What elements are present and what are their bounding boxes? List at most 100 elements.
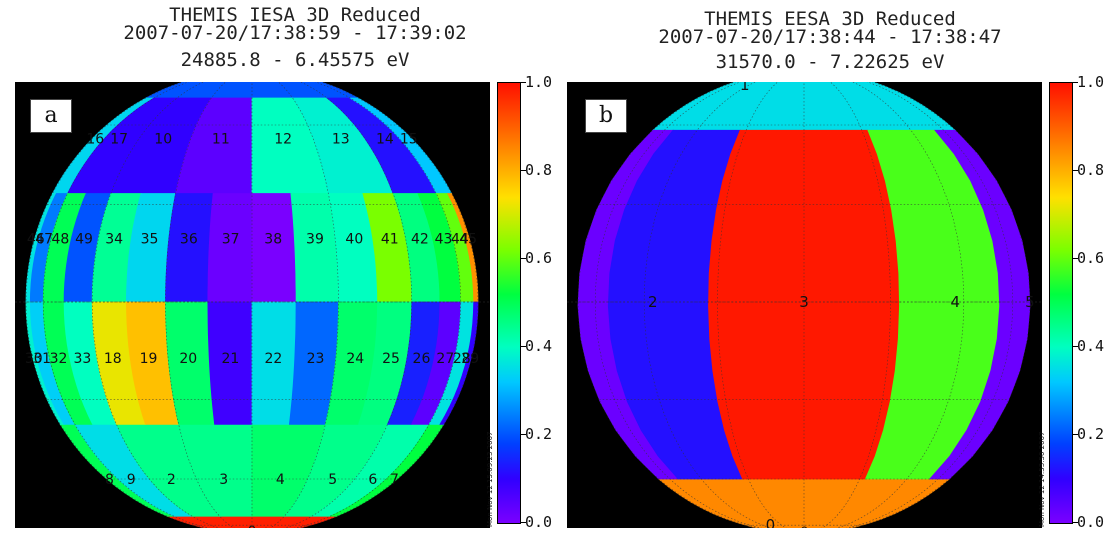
heatmap-cell [165,193,214,303]
heatmap-cell [207,193,253,303]
colorbar-tick-mark [1072,82,1078,83]
bin-label: 15 [400,132,418,148]
bin-label: 3 [219,472,228,488]
panel-a-stamp: Mon Nov 12 15:09:23 2007 [486,431,494,527]
bin-label: 9 [127,472,136,488]
panel-b-title: THEMIS EESA 3D Reduced [704,8,956,30]
bin-label: 4 [950,293,960,311]
panel-b-plot: 1 0 2 3 4 5 + b [567,70,1042,533]
bin-label: 14 [376,132,394,148]
bin-label: 36 [180,231,198,247]
bin-label: 48 [51,231,69,247]
bin-label: 0 [248,524,257,528]
grid-meridian [717,70,805,533]
crosshair-marker: + [860,82,868,83]
colorbar-tick-label: 0.6 [1077,249,1104,267]
bin-label: 10 [154,132,172,148]
bin-label: 6 [368,472,377,488]
bin-label: 40 [345,231,363,247]
grid-meridian [251,70,479,533]
bin-label: 29 [461,351,479,367]
bin-label: 7 [390,472,399,488]
bin-label: 41 [381,231,399,247]
grid-meridian [803,70,1031,533]
heatmap-cell [439,301,479,425]
grid-meridian [803,70,891,533]
bin-label: 46 [27,231,45,247]
bin-label: 18 [104,351,122,367]
bin-label: 11 [212,132,230,148]
bin-label: 20 [179,351,197,367]
panel-b-time-range: 2007-07-20/17:38:44 - 17:38:47 [658,26,1002,48]
crosshair-marker: + [308,82,316,83]
bin-label: 13 [332,132,350,148]
colorbar-tick-label: 0.4 [1077,337,1104,355]
bin-label: 42 [411,231,429,247]
bin-label: 26 [413,351,431,367]
bin-label: 38 [264,231,282,247]
bin-label: 49 [75,231,93,247]
panel-a-title: THEMIS IESA 3D Reduced [169,4,421,26]
colorbar-tick-label: 0.2 [525,425,553,443]
bin-label: 34 [105,231,123,247]
colorbar-tick-label: 0.4 [525,337,553,355]
colorbar-tick-label: 0.8 [525,161,553,179]
bin-label: 5 [328,472,337,488]
bin-label: 37 [222,231,240,247]
bin-label: 2 [167,472,176,488]
colorbar-tick-mark [520,346,526,347]
bin-label: 17 [110,132,128,148]
bin-label: 23 [307,351,325,367]
bin-label: 30 [25,351,43,367]
bin-label: 39 [306,231,324,247]
bin-label: 21 [221,351,239,367]
colorbar-tick-label: 0.2 [1077,425,1104,443]
panel-a-plot: 1016171011121314158923456746474849343536… [15,69,490,533]
bin-label: 4 [276,472,285,488]
colorbar-tick-label: 1.0 [525,73,553,91]
bin-label: 3 [799,293,809,311]
panel-b-stamp: Mon Nov 12 14:53:50 2007 [1038,431,1046,527]
bin-label: 32 [50,351,68,367]
colorbar-tick-mark [1072,522,1078,523]
bin-label: 8 [105,472,114,488]
bin-label: 35 [141,231,159,247]
colorbar-tick-label: 0.6 [525,249,553,267]
colorbar-tick-label: 1.0 [1077,73,1104,91]
colorbar-tick-mark [520,434,526,435]
bin-label: 1 [248,82,257,85]
grid-meridian [577,70,805,533]
bin-label: 33 [74,351,92,367]
panel-b-energy-range: 31570.0 - 7.22625 eV [715,51,945,73]
colorbar-tick-mark [520,82,526,83]
bin-label: 12 [274,132,292,148]
colorbar-tick-mark [1072,170,1078,171]
bin-label: 5 [1025,293,1035,311]
panel-b-colorbar [1049,82,1073,524]
grid-meridian [165,70,253,533]
panel-b-sky-map: 1 0 2 3 4 5 + [567,70,1042,533]
bin-label: 45 [459,231,477,247]
bin-label: 24 [346,351,364,367]
bin-label: 43 [435,231,453,247]
bin-label: 44 [451,231,469,247]
bin-label: 27 [436,351,454,367]
panel-a-time-range: 2007-07-20/17:38:59 - 17:39:02 [123,22,467,44]
bin-label: 2 [648,293,658,311]
panel-b-letter: b [585,99,627,133]
colorbar-tick-label: 0.8 [1077,161,1104,179]
bin-label: 1 [740,82,750,94]
panel-a-energy-range: 24885.8 - 6.45575 eV [180,49,410,71]
colorbar-tick-mark [520,522,526,523]
bin-label: 31 [33,351,51,367]
grid-meridian [25,70,253,533]
heatmap-cell [251,193,297,303]
colorbar-tick-mark [520,258,526,259]
bin-label: 25 [382,351,400,367]
bin-label: 47 [35,231,53,247]
bin-label: 16 [86,132,104,148]
bin-label: 0 [766,516,776,528]
bin-label: 19 [140,351,158,367]
colorbar-tick-label: 0.0 [1077,513,1104,531]
colorbar-tick-label: 0.0 [525,513,553,531]
